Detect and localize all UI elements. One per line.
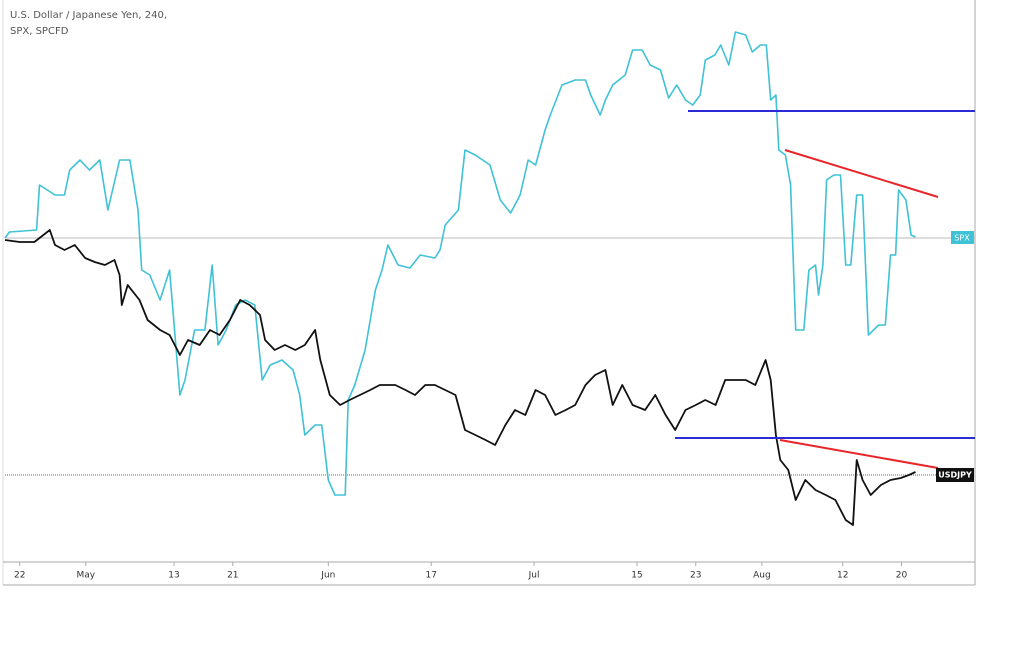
x-tick-label: 15 xyxy=(631,571,642,581)
trend-line xyxy=(779,439,939,469)
label-box xyxy=(951,231,974,244)
x-tick-label: 17 xyxy=(425,571,436,581)
series-line xyxy=(4,229,916,526)
series-label: SPX xyxy=(954,234,970,243)
x-tick-label: Jun xyxy=(320,571,335,581)
x-tick-label: 22 xyxy=(14,571,25,581)
chart-title: U.S. Dollar / Japanese Yen, 240, xyxy=(10,10,167,21)
label-box xyxy=(936,468,974,482)
chart-subtitle: SPX, SPCFD xyxy=(10,26,69,37)
series-line xyxy=(4,31,916,496)
x-tick-label: 12 xyxy=(837,571,848,581)
x-tick-label: 13 xyxy=(168,571,179,581)
x-tick-label: 20 xyxy=(896,571,908,581)
trend-line xyxy=(784,149,939,198)
x-tick-label: Aug xyxy=(753,571,771,581)
x-tick-label: May xyxy=(77,571,96,581)
x-tick-label: 21 xyxy=(227,571,238,581)
series-label: USDJPY xyxy=(938,471,972,480)
plot-area xyxy=(4,31,916,526)
x-tick-label: Jul xyxy=(528,571,540,581)
x-tick-label: 23 xyxy=(690,571,701,581)
